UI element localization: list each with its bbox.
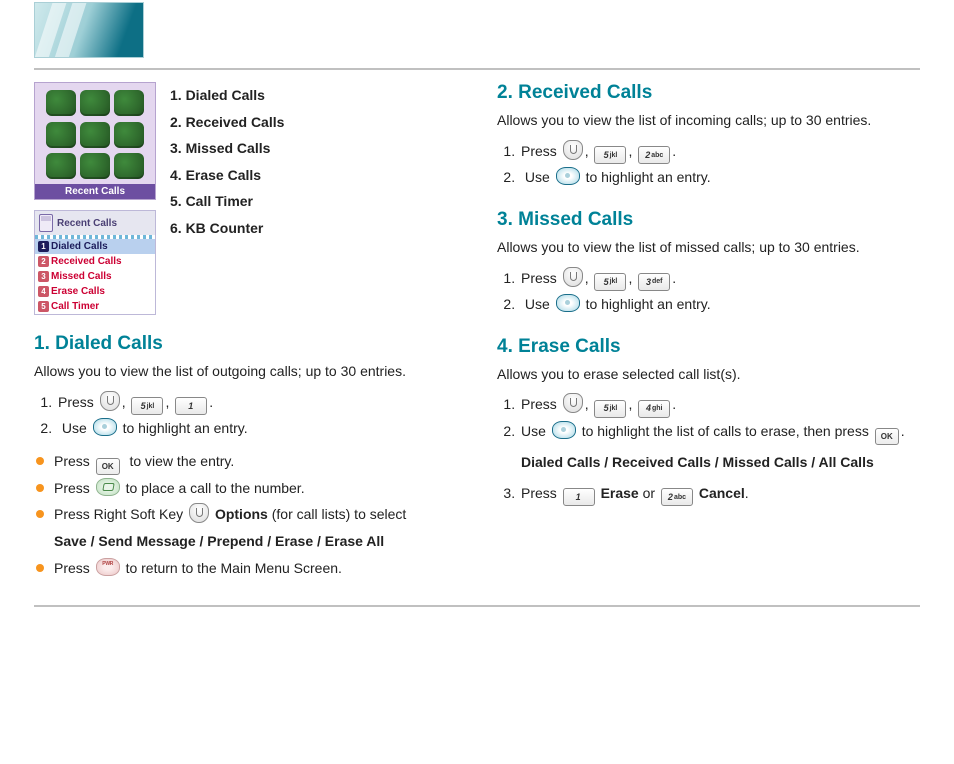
key-3: 3def — [638, 273, 670, 291]
header-thumbnail — [34, 2, 144, 58]
nav-key-icon — [93, 418, 117, 436]
right-soft-key-icon — [189, 503, 209, 523]
step-2: Use to highlight an entry. — [519, 291, 920, 318]
received-calls-heading: 2. Received Calls — [497, 82, 920, 104]
bullet: Press to place a call to the number. — [34, 475, 457, 502]
menu-item: 3Missed Calls — [35, 269, 155, 284]
menu-item: 5Call Timer — [35, 299, 155, 314]
dialed-calls-steps: Press , 5jkl, 1. Use to highlight an ent… — [34, 389, 457, 442]
toc-item: 4. Erase Calls — [170, 162, 284, 189]
left-soft-key-icon — [563, 267, 583, 287]
recent-calls-menu-thumb: Recent Calls 1Dialed Calls2Received Call… — [34, 210, 156, 315]
step-1: Press , 5jkl, 2abc. — [519, 138, 920, 165]
key-5: 5jkl — [594, 400, 626, 418]
erase-options: Dialed Calls / Received Calls / Missed C… — [521, 449, 920, 476]
phone-icon — [39, 214, 53, 232]
key-5: 5jkl — [594, 273, 626, 291]
erase-calls-lead: Allows you to erase selected call list(s… — [497, 364, 920, 386]
toc-item: 5. Call Timer — [170, 188, 284, 215]
menu-item: 2Received Calls — [35, 254, 155, 269]
left-soft-key-icon — [563, 393, 583, 413]
toc-item: 2. Received Calls — [170, 109, 284, 136]
key-2: 2abc — [661, 488, 693, 506]
key-1: 1 — [175, 397, 207, 415]
bullet: Press Right Soft Key Options (for call l… — [34, 501, 457, 554]
nav-key-icon — [552, 421, 576, 439]
step-3: Press 1 Erase or 2abc Cancel. — [519, 480, 920, 507]
end-key-icon — [96, 558, 120, 576]
ok-key-icon: OK — [875, 428, 899, 445]
toc-item: 6. KB Counter — [170, 215, 284, 242]
key-5: 5jkl — [131, 397, 163, 415]
key-2: 2abc — [638, 146, 670, 164]
bullet: Press to return to the Main Menu Screen. — [34, 555, 457, 582]
nav-key-icon — [556, 294, 580, 312]
menu-title: Recent Calls — [57, 217, 117, 230]
erase-calls-heading: 4. Erase Calls — [497, 336, 920, 358]
dialed-calls-lead: Allows you to view the list of outgoing … — [34, 361, 457, 383]
toc-item: 1. Dialed Calls — [170, 82, 284, 109]
key-1: 1 — [563, 488, 595, 506]
bottom-rule — [34, 605, 920, 607]
left-soft-key-icon — [100, 391, 120, 411]
menu-item: 1Dialed Calls — [35, 239, 155, 254]
step-1: Press , 5jkl, 1. — [56, 389, 457, 416]
missed-calls-heading: 3. Missed Calls — [497, 209, 920, 231]
ok-key-icon: OK — [96, 458, 120, 475]
send-key-icon — [96, 478, 120, 496]
toc-item: 3. Missed Calls — [170, 135, 284, 162]
section-toc: 1. Dialed Calls 2. Received Calls 3. Mis… — [170, 82, 284, 315]
left-soft-key-icon — [563, 140, 583, 160]
bullet: Press OK to view the entry. — [34, 448, 457, 475]
step-2: Use to highlight an entry. — [519, 164, 920, 191]
step-1: Press , 5jkl, 3def. — [519, 265, 920, 292]
key-4: 4ghi — [638, 400, 670, 418]
missed-calls-steps: Press , 5jkl, 3def. Use to highlight an … — [497, 265, 920, 318]
step-1: Press , 5jkl, 4ghi. — [519, 391, 920, 418]
dialed-calls-bullets: Press OK to view the entry. Press to pla… — [34, 448, 457, 581]
nav-key-icon — [556, 167, 580, 185]
step-2: Use to highlight an entry. — [56, 415, 457, 442]
missed-calls-lead: Allows you to view the list of missed ca… — [497, 237, 920, 259]
received-calls-steps: Press , 5jkl, 2abc. Use to highlight an … — [497, 138, 920, 191]
recent-calls-grid-thumb: Recent Calls — [34, 82, 156, 200]
key-5: 5jkl — [594, 146, 626, 164]
received-calls-lead: Allows you to view the list of incoming … — [497, 110, 920, 132]
step-2: Use to highlight the list of calls to er… — [519, 418, 920, 476]
recent-calls-caption: Recent Calls — [35, 184, 155, 199]
top-rule — [34, 68, 920, 70]
dialed-calls-heading: 1. Dialed Calls — [34, 333, 457, 355]
erase-calls-steps: Press , 5jkl, 4ghi. Use to highlight the… — [497, 391, 920, 506]
menu-item: 4Erase Calls — [35, 284, 155, 299]
